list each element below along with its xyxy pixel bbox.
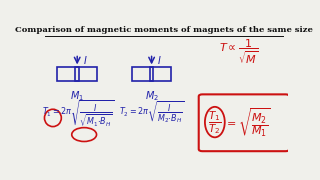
Bar <box>57 67 97 81</box>
Text: $=$: $=$ <box>224 117 236 127</box>
Text: $I$: $I$ <box>83 54 87 66</box>
Bar <box>132 67 172 81</box>
Text: $T_1 = 2\pi\sqrt{\dfrac{I}{\sqrt{M_1{\cdot}B_H}}}$: $T_1 = 2\pi\sqrt{\dfrac{I}{\sqrt{M_1{\cd… <box>43 99 115 129</box>
Bar <box>150 67 153 81</box>
Text: $\dfrac{T_1}{T_2}$: $\dfrac{T_1}{T_2}$ <box>208 109 221 136</box>
Text: $\sqrt{\dfrac{M_2}{M_1}}$: $\sqrt{\dfrac{M_2}{M_1}}$ <box>238 106 271 139</box>
Text: $M_1$: $M_1$ <box>70 89 84 103</box>
Text: $T_2 = 2\pi\sqrt{\dfrac{I}{M_2{\cdot}B_H}}$: $T_2 = 2\pi\sqrt{\dfrac{I}{M_2{\cdot}B_H… <box>119 99 185 125</box>
Text: $T \propto \dfrac{1}{\sqrt{M}}$: $T \propto \dfrac{1}{\sqrt{M}}$ <box>219 38 258 66</box>
Bar <box>76 67 79 81</box>
Text: Comparison of magnetic moments of magnets of the same size: Comparison of magnetic moments of magnet… <box>15 26 313 34</box>
Text: $M_2$: $M_2$ <box>145 89 159 103</box>
Text: $I$: $I$ <box>157 54 162 66</box>
